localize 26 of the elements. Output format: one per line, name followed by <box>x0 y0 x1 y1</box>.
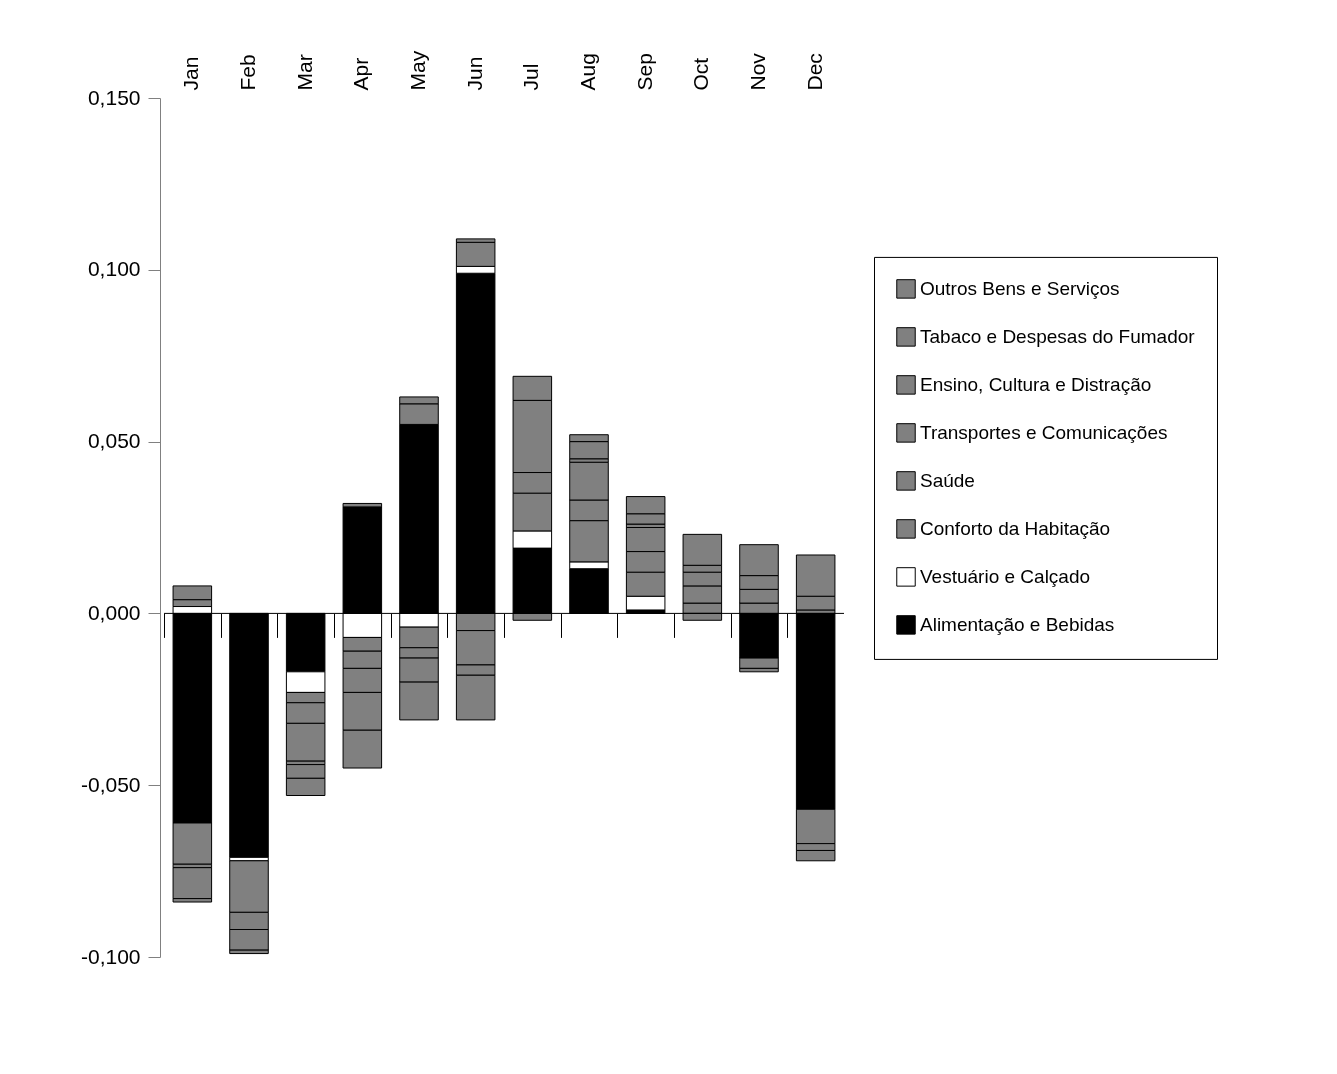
x-tick-label: Dec <box>802 53 826 91</box>
y-tick-label: 0,150 <box>87 85 141 109</box>
legend-label: Vestuário e Calçado <box>920 565 1091 587</box>
legend-label: Conforto da Habitação <box>920 517 1111 539</box>
y-tick-label: -0,100 <box>80 944 141 968</box>
x-tick-label: Aug <box>576 53 599 91</box>
x-tick-label: Jan <box>179 56 203 91</box>
legend-label: Outros Bens e Serviços <box>920 277 1120 299</box>
legend-label: Transportes e Comunicações <box>920 421 1168 443</box>
x-tick-label: May <box>406 50 429 91</box>
legend-label: Tabaco e Despesas do Fumador <box>920 325 1196 347</box>
y-tick-label: -0,050 <box>80 772 141 796</box>
x-tick-label: Feb <box>236 54 259 91</box>
legend-label: Alimentação e Bebidas <box>920 613 1115 635</box>
y-tick-label: 0,100 <box>87 257 141 281</box>
x-tick-label: Nov <box>746 52 769 91</box>
x-tick-label: Apr <box>349 57 373 91</box>
y-tick-label: 0,050 <box>87 429 141 453</box>
legend-label: Saúde <box>920 469 975 491</box>
x-tick-label: Jul <box>519 63 543 91</box>
x-tick-label: Sep <box>632 53 656 91</box>
x-tick-label: Oct <box>689 57 713 91</box>
y-tick-label: 0,000 <box>87 600 141 624</box>
x-tick-label: Jun <box>462 56 486 91</box>
x-tick-label: Mar <box>292 54 316 91</box>
legend-label: Ensino, Cultura e Distração <box>920 373 1152 395</box>
